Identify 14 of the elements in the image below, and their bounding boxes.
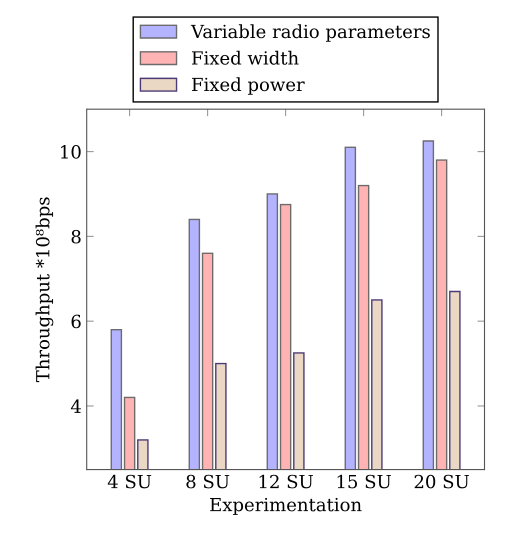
x-tick-label: 15 SU: [338, 474, 391, 488]
y-tick-label: 8: [72, 230, 81, 244]
legend-label: Fixed power: [192, 77, 305, 95]
y-tick-label: 6: [72, 314, 81, 328]
y-tick-label: 10: [61, 145, 81, 159]
x-tick-label: 20 SU: [414, 474, 469, 488]
x-tick-label: 12 SU: [260, 474, 313, 488]
legend-label: Fixed width: [192, 50, 299, 65]
y-axis-title: Throughput *10⁸bps: [36, 197, 54, 382]
x-tick-label: 8 SU: [186, 474, 230, 488]
x-tick-label: 4 SU: [108, 474, 152, 488]
x-axis-title: Experimentation: [210, 498, 362, 515]
y-tick-label: 4: [70, 399, 81, 413]
legend-label: Variable radio parameters: [190, 24, 430, 42]
